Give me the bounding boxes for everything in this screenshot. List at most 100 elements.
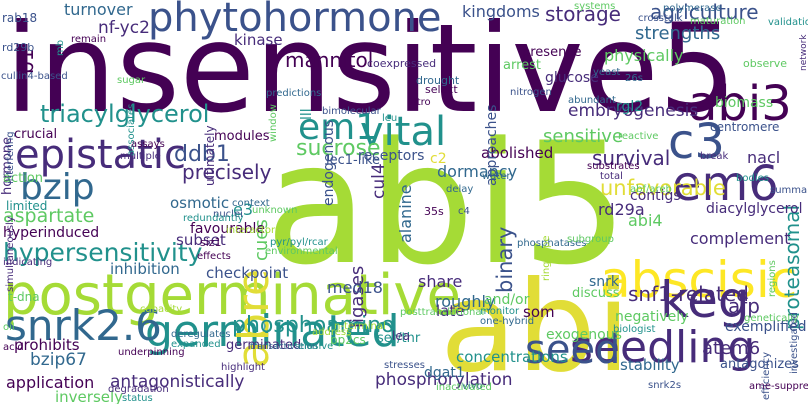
- word-102: c2: [430, 151, 447, 167]
- word-45: mannitol: [285, 48, 374, 72]
- word-19: triacylglycerol: [40, 100, 210, 128]
- word-65: roughly: [435, 292, 496, 311]
- word-145: unknown: [252, 205, 298, 216]
- word-159: genetically: [744, 313, 799, 324]
- word-6: epistatic: [15, 132, 186, 178]
- word-181: highlight: [221, 362, 265, 373]
- word-144: context: [232, 198, 270, 209]
- word-87: pp2cs: [330, 333, 366, 347]
- word-138: substrates: [587, 161, 640, 172]
- word-101: siz1: [200, 236, 222, 249]
- word-168: elusive: [298, 341, 334, 352]
- word-131: polymerase: [663, 3, 722, 14]
- word-95: arrest: [503, 58, 542, 73]
- word-84: and/or: [484, 292, 530, 308]
- word-69: prohibits: [14, 336, 80, 354]
- word-60: nacl: [747, 148, 781, 167]
- word-164: inactivated: [436, 382, 492, 393]
- word-49: turnover: [64, 0, 133, 19]
- word-106: crucial: [14, 127, 58, 142]
- word-155: phosphatases: [517, 238, 587, 249]
- word-96: presence: [522, 45, 582, 60]
- word-186: t-dna: [8, 290, 40, 304]
- word-154: c4: [458, 206, 470, 217]
- word-31: abolished: [481, 144, 554, 162]
- word-30: sensitive: [543, 126, 624, 147]
- word-56: abi4: [628, 211, 663, 230]
- word-70: application: [6, 373, 95, 392]
- word-104: lec1-like: [326, 153, 381, 168]
- word-100: favourable: [190, 221, 265, 237]
- word-140: abf/areb: [630, 184, 672, 195]
- word-73: phosphorylation: [375, 370, 513, 390]
- word-18: seed: [525, 327, 621, 373]
- word-108: action: [3, 171, 44, 186]
- word-109: limited: [6, 199, 48, 213]
- word-26: snf1-related: [628, 282, 749, 306]
- word-13: abi3: [688, 76, 792, 132]
- word-126: 26s: [625, 73, 643, 84]
- word-46: kinase: [234, 31, 283, 49]
- word-153: vitro: [408, 97, 431, 108]
- word-8: snrk2.6: [5, 301, 162, 350]
- word-37: afp: [728, 294, 760, 318]
- word-12: c3: [668, 114, 725, 170]
- word-88: lea: [392, 329, 411, 343]
- word-179: degradation: [108, 384, 169, 395]
- word-17: bzip: [20, 167, 95, 208]
- word-34: binary: [493, 226, 517, 293]
- word-80: exemplified: [725, 319, 807, 335]
- word-10: seedling: [570, 322, 756, 373]
- word-163: vivo: [462, 381, 483, 392]
- word-94: biomass: [715, 95, 774, 111]
- word-174: oil: [3, 322, 15, 333]
- word-63: med18: [327, 278, 383, 297]
- word-71: inversely: [55, 388, 124, 404]
- word-27: sucrose: [296, 136, 381, 161]
- word-119: window: [268, 104, 279, 142]
- word-158: biologist: [613, 324, 656, 335]
- word-137: summary: [770, 185, 808, 196]
- word-113: rd29b: [2, 41, 35, 54]
- word-4: phytohormone: [148, 0, 442, 41]
- word-93: rgl2: [616, 99, 644, 115]
- word-178: expanded: [171, 339, 221, 350]
- word-82: exogenous: [546, 327, 622, 343]
- word-40: osmotic: [170, 194, 230, 212]
- word-152: leu: [382, 113, 398, 124]
- word-76: concentrations: [456, 348, 568, 366]
- word-133: crosstalk: [638, 13, 683, 24]
- word-62: e3: [233, 200, 254, 219]
- word-22: kingdoms: [462, 2, 540, 21]
- word-21: agriculture: [650, 0, 759, 24]
- word-1: abi5: [265, 106, 629, 302]
- word-173: regions: [767, 260, 778, 297]
- word-14: vital: [360, 109, 447, 155]
- word-135: reactive: [618, 131, 659, 142]
- word-139: total: [600, 171, 623, 182]
- word-136: bodies: [736, 173, 769, 184]
- word-39: hyperinduced: [3, 225, 100, 241]
- word-2: abi: [440, 255, 631, 400]
- word-20: storage: [545, 2, 621, 26]
- word-112: interfering: [5, 131, 16, 184]
- word-184: pyr/pyl/rcar: [270, 237, 328, 248]
- word-185: effects: [197, 251, 231, 262]
- word-120: coexpressed: [367, 57, 437, 70]
- word-121: drought: [416, 74, 460, 87]
- word-43: inhibition: [110, 260, 180, 278]
- word-74: germinated: [226, 338, 302, 353]
- word-25: hypersensitivity: [3, 238, 203, 267]
- word-36: survival: [592, 146, 671, 170]
- word-110: simultaneously: [5, 216, 16, 292]
- word-83: snrk: [589, 274, 620, 290]
- word-103: receptors: [358, 148, 425, 164]
- word-105: modules: [214, 129, 270, 144]
- word-66: rd29a: [598, 200, 645, 219]
- word-52: rab18: [2, 11, 38, 25]
- word-3: postgerminative: [3, 263, 462, 328]
- word-32: precisely: [182, 160, 272, 184]
- word-177: deregulates: [171, 329, 231, 340]
- word-170: one-hybrid: [480, 316, 535, 327]
